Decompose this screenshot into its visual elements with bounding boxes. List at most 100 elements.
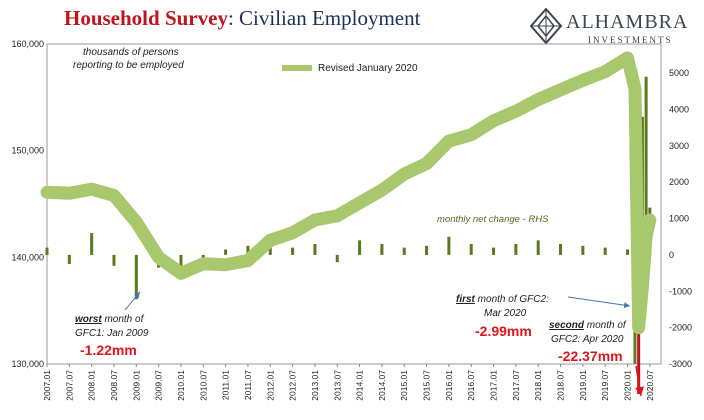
net-change-bar xyxy=(380,244,384,255)
right-tick-label: 4000 xyxy=(669,104,689,114)
net-change-bar xyxy=(134,254,138,300)
net-change-bar xyxy=(291,247,295,255)
left-tick-label: 160,000 xyxy=(11,39,44,49)
x-tick-label: 2011.01 xyxy=(221,370,231,400)
x-tick-label: 2019.07 xyxy=(600,370,610,401)
net-change-bar xyxy=(179,254,183,270)
gfc2-first-line2: Mar 2020 xyxy=(484,308,527,319)
right-tick-label: -3000 xyxy=(669,359,692,369)
x-tick-label: 2016.07 xyxy=(466,370,476,401)
left-axis: 130,000 140,000 150,000 160,000 xyxy=(11,39,44,369)
gfc1-emph: worst xyxy=(75,314,102,325)
gfc1-line1: worst month of xyxy=(75,314,145,325)
net-change-bar xyxy=(335,254,339,263)
gfc2-second-text1: month of xyxy=(584,320,627,331)
net-change-bar xyxy=(581,245,585,255)
x-tick-label: 2014.07 xyxy=(377,370,387,401)
net-change-bar xyxy=(469,244,473,255)
x-tick-label: 2010.07 xyxy=(198,370,208,401)
x-tick-label: 2009.07 xyxy=(154,370,164,401)
right-tick-label: 3000 xyxy=(669,141,689,151)
right-tick-label: -1000 xyxy=(669,286,692,296)
gfc1-value: -1.22mm xyxy=(80,342,137,358)
plot-frame xyxy=(46,43,662,365)
x-axis: 2007.01 2007.07 2008.01 2008.07 2009.01 2009.… xyxy=(42,364,655,401)
x-tick-label: 2011.07 xyxy=(243,370,253,400)
x-tick-label: 2012.07 xyxy=(288,370,298,401)
net-change-bar xyxy=(224,249,228,255)
net-change-bar xyxy=(358,240,362,255)
units-note-1: thousands of persons xyxy=(83,47,179,58)
left-tick-label: 150,000 xyxy=(11,146,44,156)
x-tick-label: 2016.01 xyxy=(444,370,454,401)
right-tick-label: 1000 xyxy=(669,214,689,224)
net-change-bar xyxy=(112,254,116,266)
net-change-bar xyxy=(626,249,630,255)
right-axis: -3000 -2000 -1000 0 1000 2000 3000 4000 5000 xyxy=(669,68,692,369)
right-tick-label: 5000 xyxy=(669,68,689,78)
right-tick-label: -2000 xyxy=(669,323,692,333)
net-change-bar xyxy=(514,244,518,255)
x-tick-label: 2020.07 xyxy=(645,370,655,401)
x-tick-label: 2010.01 xyxy=(176,370,186,401)
x-tick-label: 2008.07 xyxy=(109,370,119,401)
net-change-bar xyxy=(67,254,71,264)
units-note-2: reporting to be employed xyxy=(73,60,184,71)
x-tick-label: 2020.01 xyxy=(623,370,633,401)
x-tick-label: 2013.07 xyxy=(332,370,342,401)
x-tick-label: 2015.07 xyxy=(422,370,432,401)
x-tick-label: 2017.01 xyxy=(489,370,499,401)
x-tick-label: 2018.07 xyxy=(556,370,566,401)
gfc2-second-line1: second month of xyxy=(549,320,627,331)
gfc2-first-value: -2.99mm xyxy=(475,323,532,339)
logo-brand: ALHAMBRA xyxy=(566,11,689,33)
gfc2-first-emph: first xyxy=(456,294,476,305)
gfc2-first-text1: month of GFC2: xyxy=(475,294,549,305)
gfc1-arrow xyxy=(124,291,141,311)
left-tick-label: 130,000 xyxy=(11,359,44,369)
gfc2-second-arrow xyxy=(635,365,644,397)
gfc1-line2: GFC1: Jan 2009 xyxy=(75,328,149,339)
net-change-bar xyxy=(644,76,648,255)
net-change-bar xyxy=(603,247,607,255)
gfc2-first-arrow xyxy=(567,296,631,309)
title-highlight: Household Survey xyxy=(64,6,228,30)
net-change-bar xyxy=(45,247,49,255)
legend-label: Revised January 2020 xyxy=(318,63,418,74)
gfc2-first-line1: first month of GFC2: xyxy=(456,294,549,305)
x-tick-label: 2015.01 xyxy=(399,370,409,401)
net-change-bar xyxy=(313,244,317,255)
x-tick-label: 2009.01 xyxy=(131,370,141,401)
right-tick-label: 0 xyxy=(669,250,674,260)
x-tick-label: 2007.07 xyxy=(64,370,74,401)
gfc2-second-emph: second xyxy=(549,320,585,331)
employment-line xyxy=(40,51,657,335)
gfc1-text1: month of xyxy=(102,314,145,325)
x-tick-label: 2014.01 xyxy=(355,370,365,401)
x-tick-label: 2019.01 xyxy=(578,370,588,401)
chart-title: Household Survey: Civilian Employment xyxy=(64,6,420,31)
x-tick-label: 2018.01 xyxy=(533,370,543,401)
x-tick-label: 2012.01 xyxy=(265,370,275,401)
rhs-label: monthly net change - RHS xyxy=(437,214,549,225)
right-tick-label: 2000 xyxy=(669,177,689,187)
gfc2-second-line2: GFC2: Apr 2020 xyxy=(551,334,624,345)
left-tick-label: 140,000 xyxy=(11,252,44,262)
net-change-bar xyxy=(402,247,406,255)
net-change-bar xyxy=(90,233,94,255)
net-change-bar xyxy=(246,245,250,255)
alhambra-logo: ALHAMBRA INVESTMENTS xyxy=(528,8,700,48)
diamond-logo-icon xyxy=(530,8,562,44)
net-change-bar xyxy=(492,247,496,255)
gfc2-second-value: -22.37mm xyxy=(558,348,623,364)
x-tick-label: 2007.01 xyxy=(42,370,52,401)
x-tick-label: 2008.01 xyxy=(87,370,97,401)
net-change-bar xyxy=(447,236,451,255)
title-rest: : Civilian Employment xyxy=(227,6,421,30)
logo-sub: INVESTMENTS xyxy=(588,35,673,45)
net-change-bar xyxy=(425,245,429,255)
net-change-bar xyxy=(559,244,563,255)
x-tick-label: 2013.01 xyxy=(310,370,320,401)
x-tick-label: 2017.07 xyxy=(511,370,521,401)
